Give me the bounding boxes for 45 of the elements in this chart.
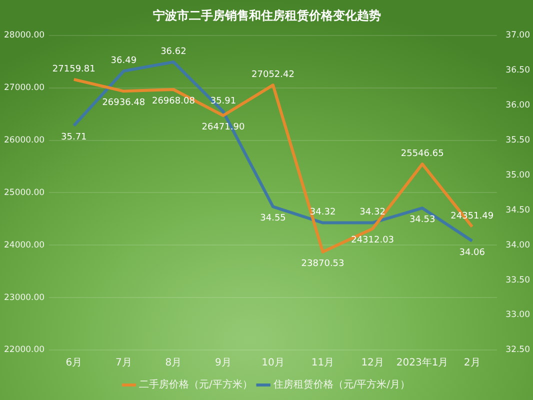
- data-label: 35.91: [210, 96, 236, 106]
- data-label: 24312.03: [351, 236, 394, 246]
- y-tick-label: 25000.00: [4, 188, 45, 198]
- data-label: 27159.81: [52, 64, 96, 74]
- y2-tick-label: 34.00: [506, 240, 530, 250]
- x-tick-label: 8月: [165, 358, 182, 369]
- x-tick-label: 2月: [464, 358, 480, 369]
- legend-label: 二手房价格（元/平方米）: [138, 378, 252, 391]
- y2-tick-label: 36.00: [506, 100, 530, 111]
- data-label: 34.55: [260, 214, 286, 224]
- x-tick-label: 6月: [66, 358, 82, 369]
- data-label: 26471.90: [202, 122, 245, 132]
- y-tick-label: 22000.00: [4, 345, 45, 356]
- y2-tick-label: 33.50: [506, 275, 530, 286]
- y-tick-label: 23000.00: [4, 292, 45, 303]
- y-tick-label: 28000.00: [4, 30, 45, 41]
- y-tick-label: 26000.00: [4, 135, 45, 146]
- legend-label: 住房租赁价格（元/平方米/月）: [273, 378, 410, 391]
- data-label: 35.71: [61, 132, 87, 142]
- chart-title: 宁波市二手房销售和住房租赁价格变化趋势: [153, 8, 381, 22]
- x-tick-label: 12月: [361, 358, 384, 369]
- y-tick-label: 27000.00: [4, 83, 45, 94]
- y2-tick-label: 35.50: [506, 135, 530, 146]
- x-tick-label: 2023年1月: [396, 356, 448, 369]
- y2-tick-label: 36.50: [506, 66, 530, 76]
- data-label: 36.49: [110, 56, 137, 66]
- data-label: 36.62: [160, 46, 186, 57]
- data-label: 34.53: [409, 214, 436, 225]
- y2-tick-label: 35.00: [506, 170, 530, 180]
- x-tick-label: 11月: [311, 358, 334, 369]
- data-label: 25546.65: [400, 148, 444, 159]
- y-tick-label: 24000.00: [4, 240, 45, 250]
- y2-tick-label: 37.00: [506, 30, 530, 41]
- y2-tick-label: 32.50: [506, 345, 530, 356]
- data-label: 34.32: [360, 208, 386, 218]
- y2-tick-label: 33.00: [506, 310, 530, 320]
- x-tick-label: 10月: [262, 358, 284, 369]
- data-label: 26936.48: [102, 98, 146, 108]
- data-label: 27052.42: [252, 70, 294, 80]
- data-label: 23870.53: [301, 258, 344, 269]
- data-label: 34.06: [459, 248, 486, 258]
- data-label: 26968.08: [152, 96, 196, 106]
- y2-tick-label: 34.50: [506, 205, 530, 216]
- x-tick-label: 9月: [215, 358, 232, 369]
- x-tick-label: 7月: [115, 358, 132, 369]
